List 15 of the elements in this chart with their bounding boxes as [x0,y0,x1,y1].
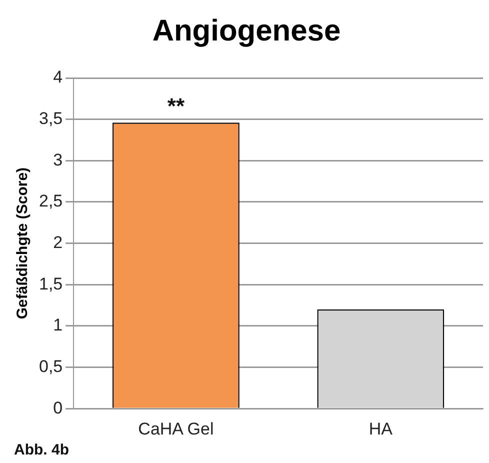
annotation: ** [167,94,185,119]
chart-title: Angiogenese [152,14,341,48]
y-tick-label: 3,5 [38,109,63,128]
caption: Abb. 4b [14,442,69,459]
y-tick-label: 3 [53,150,63,170]
y-tick-label: 0,5 [38,356,63,376]
y-tick-label: 4 [53,68,63,87]
y-tick-label: 0 [53,398,63,418]
y-tick-label: 1,5 [38,274,63,294]
y-tick-label: 2,5 [38,192,63,211]
y-tick-label: 1 [53,316,63,335]
y-tick-label: 2 [53,232,63,252]
x-tick-label: HA [368,419,394,438]
x-tick-label: CaHA Gel [138,419,214,438]
y-axis-title: Gefäßdichgte (Score) [14,167,32,320]
